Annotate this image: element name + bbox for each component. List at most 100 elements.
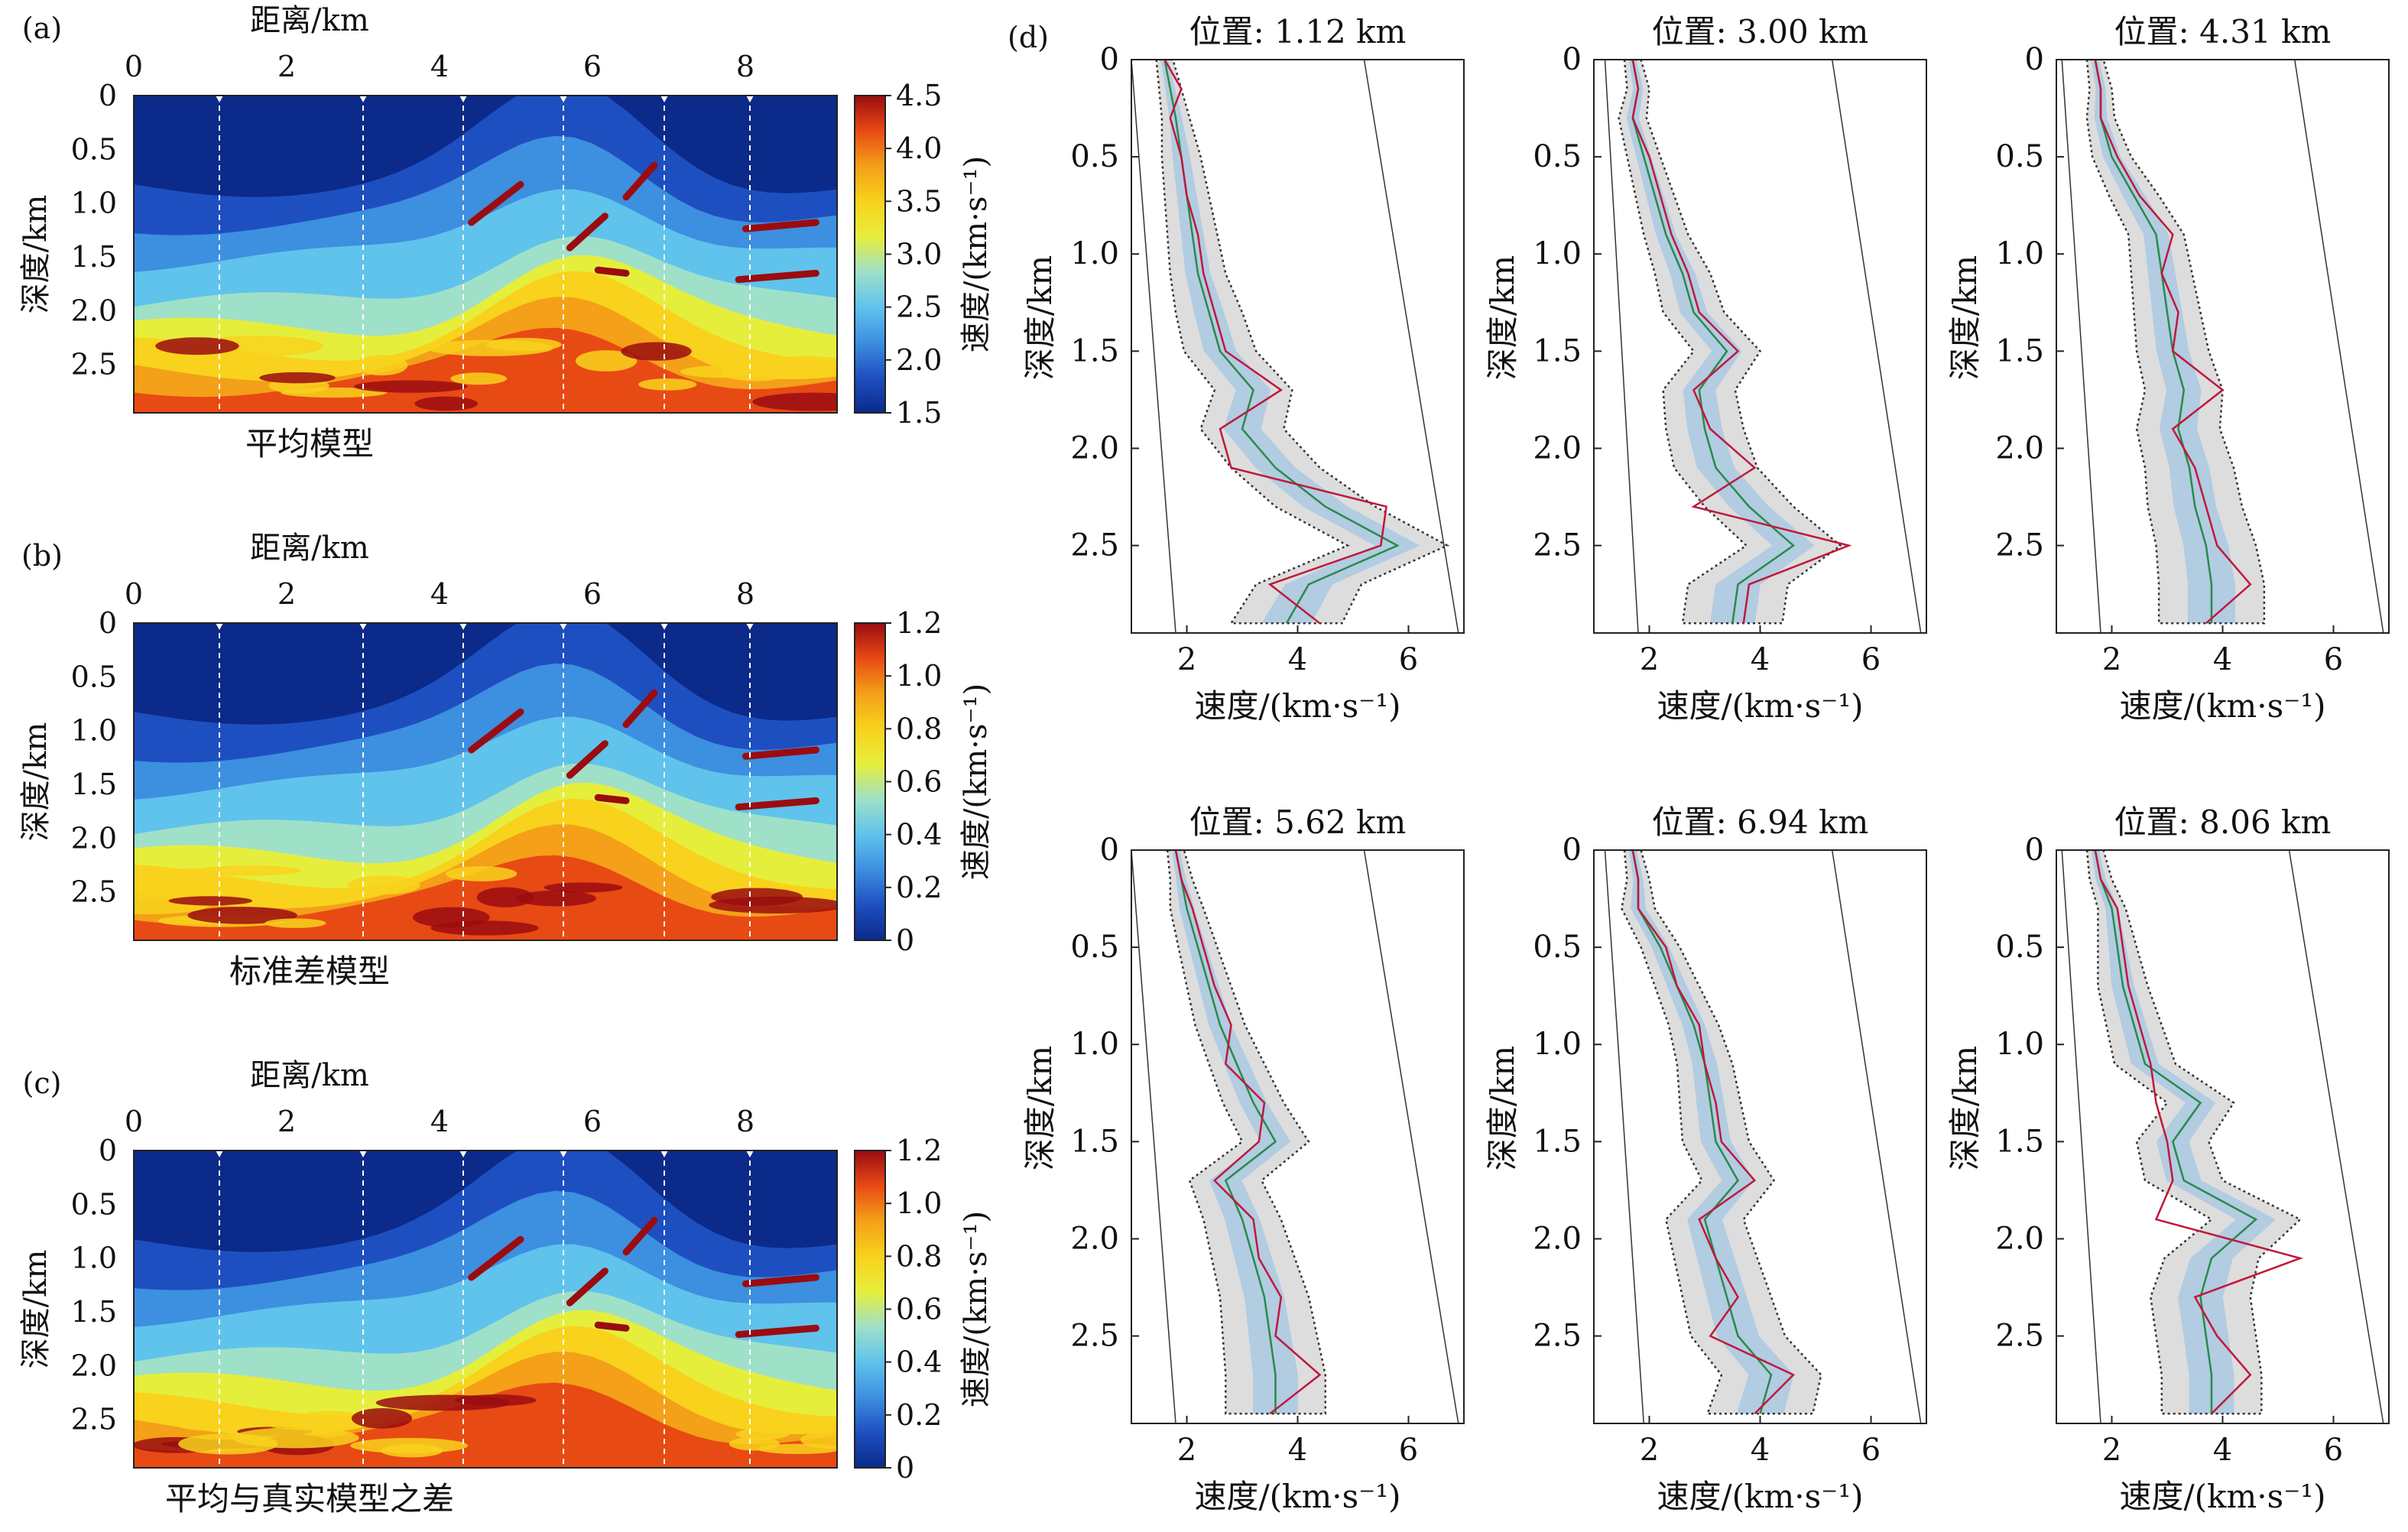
fault-reflector [468, 1235, 524, 1281]
y-tick-label: 1.0 [1995, 236, 2044, 271]
y-tick-label: 2.5 [1533, 528, 1582, 563]
y-tick-label: 0 [1100, 833, 1119, 868]
deep-reflector [515, 890, 596, 907]
deep-reflector [353, 380, 468, 393]
fault-reflector [622, 689, 658, 729]
x-tick-label: 4 [430, 577, 449, 611]
y-tick-label: 2.0 [1995, 430, 2044, 466]
heatmap-body [134, 623, 837, 940]
profile-body [1604, 850, 1922, 1423]
x-tick-label: 6 [2324, 642, 2343, 677]
heatmap-panel: (a) 距离/km 0 2 4 6 8 0 0.5 1.0 1.5 2.0 2.5 深度/km 平均模型 4.… [18, 3, 994, 463]
profile-marker [746, 623, 754, 630]
profile-marker [216, 96, 223, 102]
x-tick-label: 0 [125, 577, 143, 611]
colorbar-tick-label: 4.5 [896, 79, 942, 112]
y-tick-label: 0.5 [1070, 139, 1119, 174]
profile-body [1131, 850, 1459, 1423]
colorbar-tick-label: 0.2 [896, 1398, 942, 1432]
panel-label-d: (d) [1008, 21, 1049, 54]
colorbar-tick-label: 2.0 [896, 343, 942, 377]
deep-reflector [414, 396, 479, 411]
heatmap-panel: (b) 距离/km 0 2 4 6 8 0 0.5 1.0 1.5 2.0 2.5 深度/km 标准差模型 1… [18, 531, 994, 990]
colorbar-tick-label: 1.5 [896, 396, 942, 430]
uncertainty-band-inner [1160, 60, 1420, 624]
profile-title: 位置: 5.62 km [1189, 803, 1407, 841]
y-tick-label: 0 [99, 1134, 117, 1167]
x-axis-title: 速度/(km·s⁻¹) [1194, 1478, 1400, 1515]
colorbar-tick-label: 0.8 [896, 712, 942, 745]
deep-reflector [430, 920, 539, 936]
deep-reflector [638, 378, 697, 391]
profile-panel: 2 4 6 0 0.5 1.0 1.5 2.0 2.5 位置: 1.12 km 速度/(km·s⁻¹… [1021, 13, 1465, 725]
x-tick-label: 4 [1751, 1433, 1770, 1468]
envelope-line [1166, 850, 1327, 1415]
fault-reflector [468, 708, 524, 754]
profile-body [1604, 60, 1922, 633]
profile-panel: 2 4 6 0 0.5 1.0 1.5 2.0 2.5 位置: 6.94 km 速度/(km·s⁻¹… [1484, 803, 1927, 1515]
colorbar-tick-label: 0.6 [896, 765, 942, 799]
y-tick-label: 0 [99, 606, 117, 640]
uncertainty-band-inner [1628, 850, 1794, 1414]
x-tick-label: 6 [583, 577, 602, 611]
deep-reflector [450, 372, 508, 385]
x-tick-label: 6 [1399, 1433, 1418, 1468]
true-model-line [1631, 60, 1852, 624]
y-axis-title: 深度/km [1021, 255, 1059, 380]
fault-reflector [594, 266, 630, 277]
y-tick-label: 1.0 [71, 714, 117, 748]
y-tick-label: 1.0 [71, 187, 117, 220]
heatmap-frame [133, 95, 838, 414]
profile-title: 位置: 1.12 km [1189, 13, 1407, 50]
deep-reflector [735, 1428, 790, 1440]
x-axis-title: 速度/(km·s⁻¹) [2119, 687, 2325, 725]
y-axis-title: 深度/km [1946, 1046, 1984, 1170]
fault-reflector [622, 1216, 658, 1256]
colorbar-tick-label: 0 [896, 1451, 914, 1485]
y-tick-label: 1.5 [1995, 1124, 2044, 1159]
y-tick-label: 2.5 [1995, 1319, 2044, 1354]
x-tick-label: 2 [1640, 642, 1659, 677]
fault-reflector [735, 1324, 819, 1339]
y-tick-label: 0.5 [71, 132, 117, 166]
profile-marker [660, 623, 668, 630]
fault-reflector [742, 219, 819, 232]
y-tick-label: 2.0 [1070, 1221, 1119, 1256]
y-tick-label: 0 [99, 79, 117, 112]
prior-bound-left [1604, 850, 1644, 1423]
deep-reflector [485, 337, 562, 352]
colorbar-tick-label: 1.2 [896, 606, 942, 640]
deep-reflector [168, 896, 253, 906]
prior-bound-right [2294, 60, 2384, 633]
y-tick-label: 0.5 [1995, 139, 2044, 174]
y-tick-label: 1.5 [71, 1295, 117, 1329]
prior-bound-right [1363, 60, 1459, 633]
deep-reflector [575, 350, 638, 372]
y-tick-label: 0 [1100, 42, 1119, 77]
colorbar-tick-label: 4.0 [896, 131, 942, 165]
colorbar-tick-label: 0.8 [896, 1239, 942, 1273]
x-tick-label: 4 [1288, 1433, 1307, 1468]
deep-reflector [259, 372, 336, 384]
x-tick-label: 4 [430, 50, 449, 83]
mean-model-line [1174, 850, 1277, 1414]
profile-marker [359, 1151, 367, 1157]
x-tick-label: 8 [736, 50, 755, 83]
x-tick-label: 2 [277, 577, 296, 611]
y-tick-label: 0 [2025, 42, 2044, 77]
profile-marker [660, 96, 668, 102]
x-axis-title: 速度/(km·s⁻¹) [1194, 687, 1400, 725]
y-axis-title: 深度/km [18, 1250, 54, 1369]
fault-reflector [594, 1321, 630, 1332]
profile-marker [459, 96, 467, 102]
x-tick-label: 8 [736, 577, 755, 611]
y-tick-label: 1.0 [71, 1242, 117, 1275]
fault-reflector [594, 794, 630, 804]
prior-bound-right [1363, 850, 1459, 1423]
y-axis-title: 深度/km [1484, 1046, 1521, 1170]
deep-reflector [347, 875, 420, 895]
colorbar-tick-label: 0.6 [896, 1293, 942, 1326]
deep-reflector [454, 1394, 537, 1407]
prior-bound-left [2061, 60, 2101, 633]
y-tick-label: 0.5 [1533, 139, 1582, 174]
